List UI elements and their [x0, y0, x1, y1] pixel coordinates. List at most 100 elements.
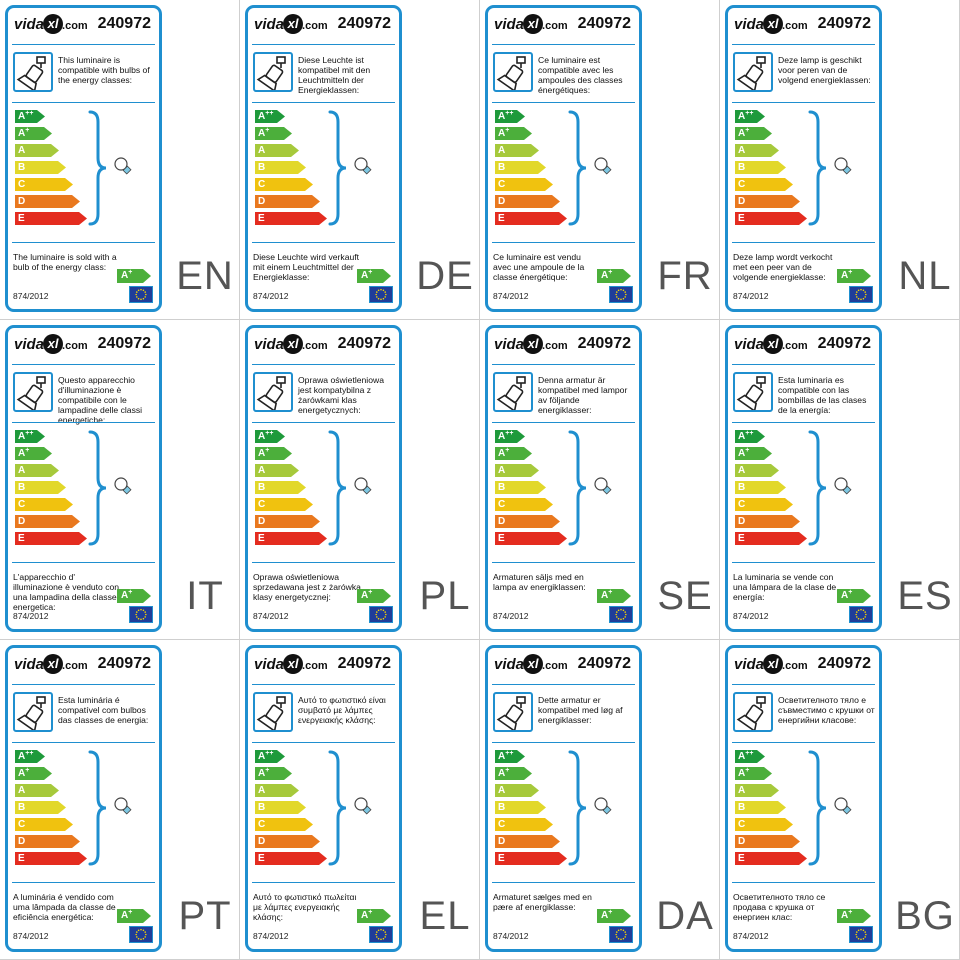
label-header: vida xl .com 240972 — [732, 333, 875, 359]
energy-class-text: A — [258, 465, 266, 476]
product-number: 240972 — [577, 655, 631, 672]
product-number: 240972 — [337, 335, 391, 352]
energy-class-scale: A++ A+ A B C D E — [495, 430, 567, 549]
bulb-icon — [833, 156, 853, 176]
regulation-number: 874/2012 — [13, 931, 49, 941]
energy-class-text: D — [18, 516, 26, 527]
energy-class-text: A — [18, 465, 26, 476]
language-code: EN — [176, 254, 234, 298]
energy-class-text: E — [258, 853, 265, 864]
energy-class-text: D — [258, 836, 266, 847]
eu-flag-icon — [369, 286, 393, 303]
energy-class-a-plus: A+ — [15, 447, 85, 460]
energy-class-text: B — [258, 162, 266, 173]
energy-class-b: B — [255, 161, 325, 174]
energy-class-b: B — [735, 161, 805, 174]
product-number: 240972 — [577, 15, 631, 32]
energy-class-text: A — [738, 465, 746, 476]
compatibility-text: Dette armatur er kompatibel med løg af e… — [538, 695, 623, 725]
energy-class-d: D — [15, 195, 85, 208]
luminaire-icon — [493, 372, 533, 413]
sold-energy-class-text: A+ — [361, 589, 373, 601]
energy-class-d: D — [495, 515, 565, 528]
energy-label-card: vida xl .com 240972 Deze lamp is geschikt … — [725, 5, 882, 312]
energy-class-c: C — [255, 818, 325, 831]
language-code: IT — [186, 574, 224, 618]
sold-energy-class-text: A+ — [841, 269, 853, 281]
energy-class-a-plusplus: A++ — [15, 430, 85, 443]
energy-class-text: A+ — [18, 767, 30, 779]
eu-flag-icon — [129, 926, 153, 943]
luminaire-icon — [733, 692, 773, 733]
divider — [732, 742, 875, 743]
compatibility-text: Oprawa oświetleniowa jest kompatybilna z… — [298, 375, 384, 415]
divider — [12, 684, 155, 685]
energy-class-text: B — [498, 802, 506, 813]
compatibility-text: Αυτό το φωτιστικό είναι συμβατό με λάμπε… — [298, 695, 386, 725]
energy-class-text: A — [18, 145, 26, 156]
energy-class-e: E — [735, 532, 807, 545]
energy-class-text: C — [498, 819, 506, 830]
eu-flag-icon — [369, 926, 393, 943]
energy-class-b: B — [15, 481, 85, 494]
vidaxl-logo: vida xl .com — [734, 654, 808, 674]
energy-class-text: B — [738, 162, 746, 173]
energy-class-e: E — [255, 212, 327, 225]
energy-class-text: E — [18, 853, 25, 864]
energy-class-text: C — [258, 499, 266, 510]
luminaire-icon — [493, 692, 533, 733]
label-cell-it: vida xl .com 240972 Questo apparecchio d'i… — [0, 320, 240, 640]
energy-class-text: B — [498, 482, 506, 493]
label-header: vida xl .com 240972 — [492, 653, 635, 679]
sold-energy-class-badge: A+ — [357, 269, 391, 283]
energy-class-text: A — [738, 145, 746, 156]
compatibility-text: Denna armatur är kompatibel med lampor a… — [538, 375, 628, 415]
energy-class-text: A++ — [738, 110, 754, 122]
sold-with-text: Armaturet sælges med en pære af energikl… — [493, 892, 592, 912]
divider — [732, 882, 875, 883]
compatibility-text: Deze lamp is geschikt voor peren van de … — [778, 55, 871, 85]
energy-class-a: A — [735, 464, 805, 477]
sold-energy-class-badge: A+ — [597, 909, 631, 923]
energy-class-text: B — [18, 162, 26, 173]
energy-class-text: C — [738, 819, 746, 830]
energy-class-text: C — [738, 179, 746, 190]
energy-label-card: vida xl .com 240972 Denna armatur är kompa… — [485, 325, 642, 632]
vidaxl-logo: vida xl .com — [254, 654, 328, 674]
eu-flag-icon — [609, 606, 633, 623]
sold-energy-class-badge: A+ — [597, 589, 631, 603]
sold-energy-class-text: A+ — [361, 269, 373, 281]
language-code: SE — [657, 574, 713, 618]
language-code: DA — [656, 894, 714, 938]
energy-class-text: A+ — [498, 767, 510, 779]
energy-class-text: D — [738, 196, 746, 207]
energy-class-text: C — [18, 819, 26, 830]
energy-class-scale: A++ A+ A B C D E — [735, 750, 807, 869]
regulation-number: 874/2012 — [733, 931, 769, 941]
compatibility-text: This luminaire is compatible with bulbs … — [58, 55, 150, 85]
compatibility-text: Questo apparecchio d'illuminazione è com… — [58, 375, 143, 425]
energy-class-text: E — [18, 533, 25, 544]
energy-class-text: A+ — [498, 127, 510, 139]
energy-class-text: A — [738, 785, 746, 796]
energy-class-a-plusplus: A++ — [735, 110, 805, 123]
energy-class-a: A — [495, 144, 565, 157]
energy-class-text: B — [18, 482, 26, 493]
language-code: PL — [419, 574, 471, 618]
label-cell-nl: vida xl .com 240972 Deze lamp is geschikt … — [720, 0, 960, 320]
energy-class-text: A+ — [258, 767, 270, 779]
bulb-icon — [113, 796, 133, 816]
energy-class-d: D — [495, 195, 565, 208]
label-cell-es: vida xl .com 240972 Esta luminaria es comp… — [720, 320, 960, 640]
energy-class-d: D — [495, 835, 565, 848]
bulb-icon — [353, 476, 373, 496]
brace-icon — [568, 428, 588, 548]
label-header: vida xl .com 240972 — [12, 333, 155, 359]
energy-class-a: A — [255, 464, 325, 477]
divider — [252, 364, 395, 365]
energy-class-a-plus: A+ — [15, 767, 85, 780]
energy-class-b: B — [495, 161, 565, 174]
energy-class-a: A — [15, 464, 85, 477]
luminaire-icon — [733, 372, 773, 413]
regulation-number: 874/2012 — [253, 611, 289, 621]
